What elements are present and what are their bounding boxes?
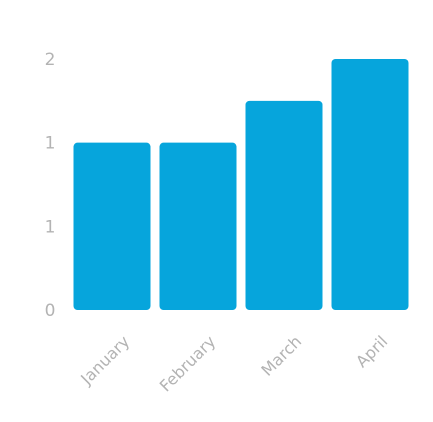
bars-group bbox=[73, 59, 409, 310]
x-axis: January February March April bbox=[76, 332, 391, 396]
x-tick-label: March bbox=[257, 332, 305, 380]
bar-april bbox=[331, 59, 409, 310]
bar-march bbox=[245, 100, 323, 310]
bar-february bbox=[159, 142, 237, 310]
y-tick-label: 1 bbox=[45, 134, 56, 154]
x-tick-label: February bbox=[156, 332, 220, 396]
y-tick-label: 2 bbox=[45, 50, 56, 70]
y-tick-label: 1 bbox=[45, 217, 56, 237]
x-tick-label: January bbox=[76, 332, 133, 389]
bar-january bbox=[73, 142, 151, 310]
y-tick-label: 0 bbox=[45, 301, 56, 321]
x-tick-label: April bbox=[352, 332, 391, 371]
y-axis: 0 1 1 2 bbox=[45, 50, 56, 321]
